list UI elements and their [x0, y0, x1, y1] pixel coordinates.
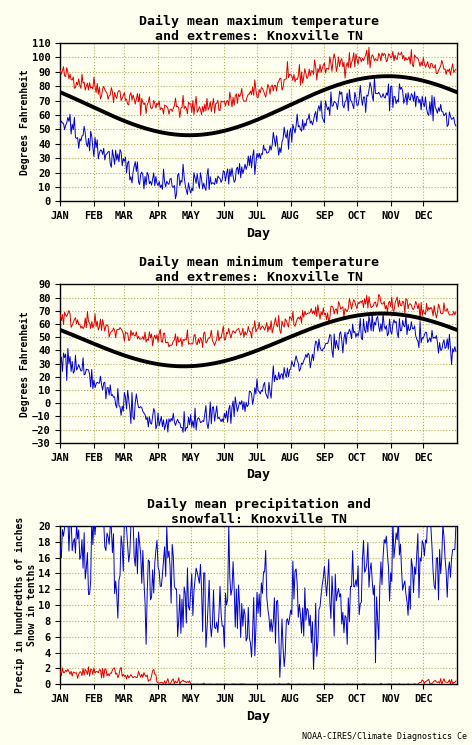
X-axis label: Day: Day	[247, 709, 270, 723]
X-axis label: Day: Day	[247, 468, 270, 481]
Title: Daily mean precipitation and
snowfall: Knoxville TN: Daily mean precipitation and snowfall: K…	[147, 498, 371, 526]
X-axis label: Day: Day	[247, 226, 270, 240]
Text: NOAA-CIRES/Climate Diagnostics Ce: NOAA-CIRES/Climate Diagnostics Ce	[302, 732, 467, 741]
Y-axis label: Precip in hundredths of inches
Snow in tenths: Precip in hundredths of inches Snow in t…	[15, 517, 37, 693]
Title: Daily mean minimum temperature
and extremes: Knoxville TN: Daily mean minimum temperature and extre…	[139, 256, 379, 285]
Y-axis label: Degrees Fahrenheit: Degrees Fahrenheit	[20, 311, 30, 416]
Y-axis label: Degrees Fahrenheit: Degrees Fahrenheit	[20, 69, 30, 175]
Title: Daily mean maximum temperature
and extremes: Knoxville TN: Daily mean maximum temperature and extre…	[139, 15, 379, 43]
